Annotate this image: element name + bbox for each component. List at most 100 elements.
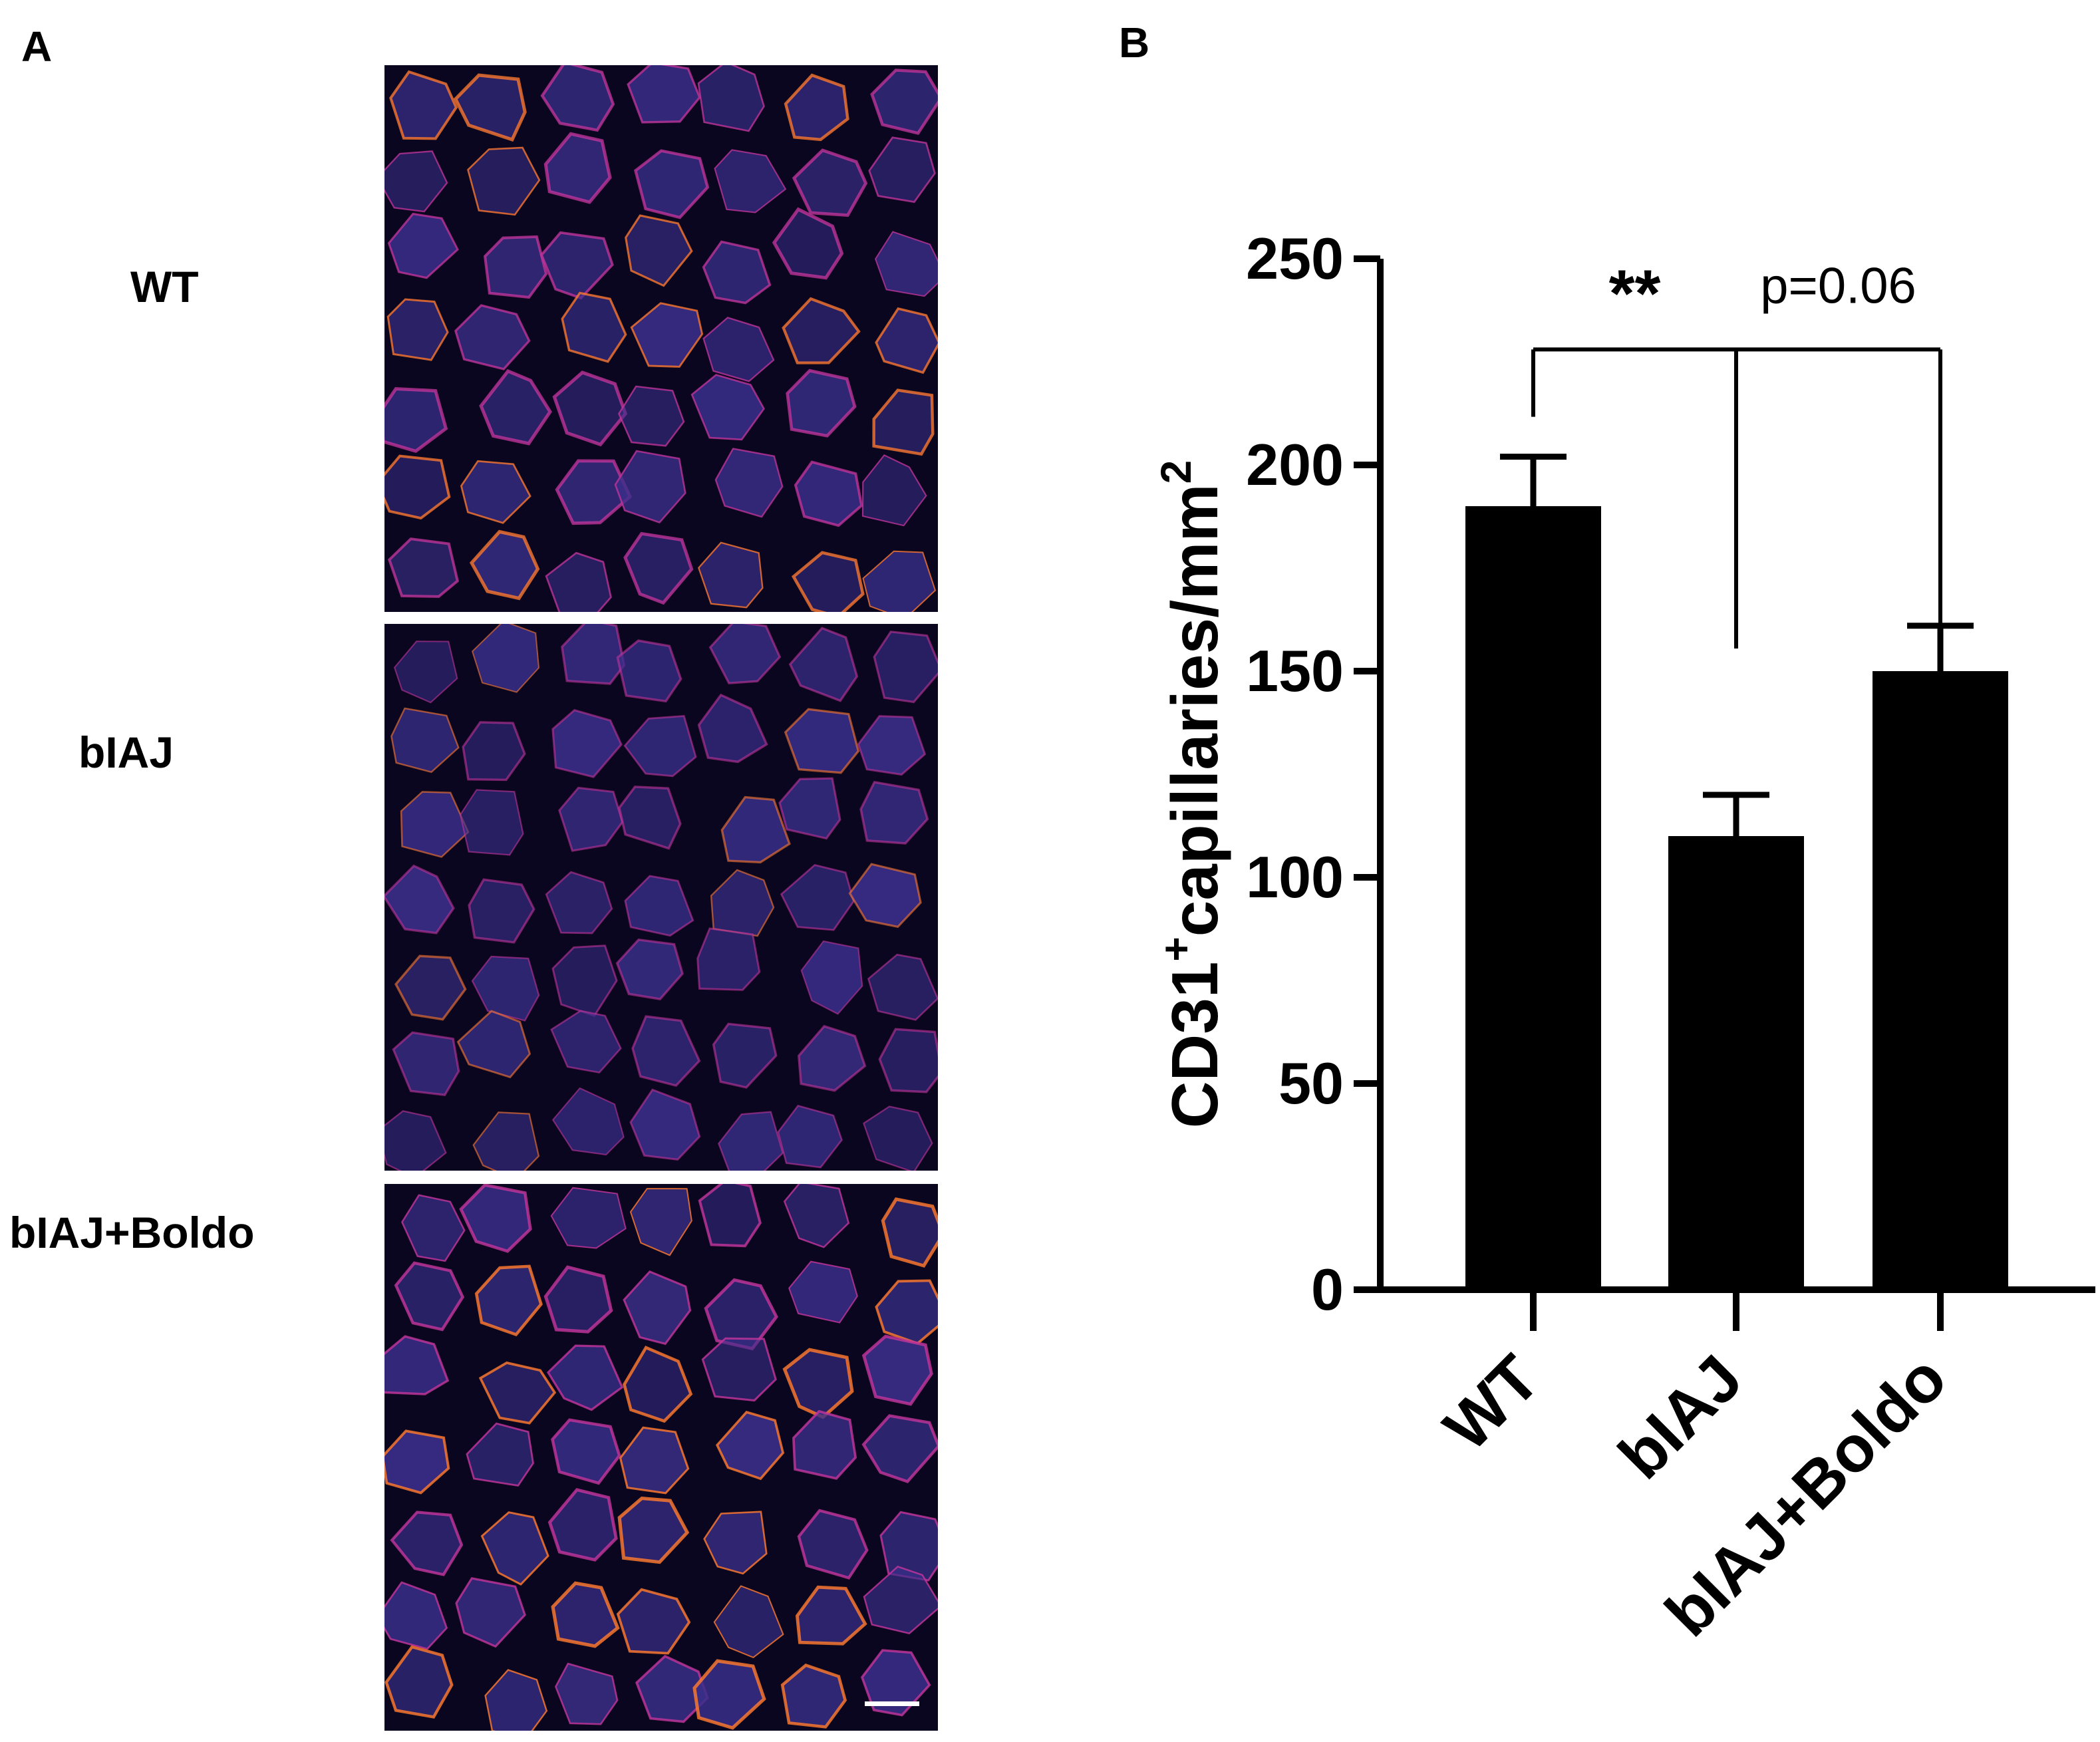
micrograph-image	[384, 624, 938, 1171]
muscle-fiber	[561, 624, 626, 685]
muscle-fiber	[384, 1429, 450, 1495]
muscle-fiber	[878, 1028, 938, 1093]
muscle-fiber	[387, 212, 459, 279]
muscle-fiber	[459, 789, 524, 856]
muscle-fiber	[701, 1337, 777, 1402]
muscle-fiber	[462, 721, 526, 782]
muscle-fiber	[467, 146, 541, 216]
row-label-biaj-boldo: bIAJ+Boldo	[9, 1208, 255, 1257]
muscle-fiber	[714, 149, 787, 214]
muscle-fiber	[863, 1105, 933, 1171]
muscle-fiber	[788, 627, 859, 702]
muscle-fiber	[394, 954, 467, 1021]
micrograph-biaj-boldo	[384, 1184, 938, 1731]
muscle-fiber	[616, 1588, 691, 1655]
muscle-fiber	[384, 386, 448, 453]
muscle-fiber	[543, 132, 612, 204]
muscle-fiber	[453, 73, 527, 142]
muscle-fiber	[792, 148, 868, 218]
muscle-fiber	[633, 149, 710, 219]
x-category-label: bIAJ	[1604, 1341, 1756, 1493]
muscle-fiber	[794, 460, 863, 527]
y-tick-label: 250	[1246, 225, 1344, 291]
muscle-fiber	[715, 1411, 785, 1481]
y-tick-label: 100	[1246, 844, 1344, 910]
muscle-fiber	[861, 1414, 938, 1483]
muscle-fiber	[474, 1264, 543, 1337]
muscle-fiber	[619, 1426, 690, 1495]
muscle-fiber	[392, 1031, 460, 1096]
muscle-fiber	[623, 1346, 693, 1423]
muscle-fiber	[631, 1015, 701, 1087]
muscle-fiber	[546, 1344, 624, 1411]
muscle-fiber	[797, 1024, 867, 1092]
muscle-fiber	[384, 1645, 454, 1719]
muscle-fiber	[551, 708, 623, 778]
muscle-fiber	[384, 1110, 447, 1171]
muscle-fiber	[635, 1654, 709, 1723]
muscle-fiber	[390, 1511, 464, 1576]
muscle-fiber	[786, 368, 857, 438]
muscle-fiber	[792, 1409, 857, 1480]
muscle-fiber	[627, 65, 701, 124]
muscle-fiber	[384, 150, 448, 213]
muscle-fiber	[698, 1184, 762, 1248]
p-value-label: p=0.06	[1760, 257, 1916, 314]
muscle-fiber	[618, 786, 682, 850]
muscle-fiber	[468, 878, 535, 944]
muscle-fiber	[472, 1111, 540, 1171]
muscle-fiber	[795, 1585, 867, 1646]
muscle-fiber	[455, 1577, 526, 1648]
x-category-label: WT	[1429, 1341, 1553, 1465]
muscle-fiber	[540, 65, 615, 132]
muscle-fiber	[713, 1585, 784, 1659]
muscle-fiber	[697, 65, 765, 132]
muscle-fiber	[555, 459, 633, 525]
bar-0	[1465, 506, 1601, 1290]
muscle-fiber	[784, 73, 849, 142]
row-label-wt: WT	[130, 262, 199, 311]
muscle-fiber	[630, 302, 704, 368]
muscle-fiber	[561, 291, 627, 363]
muscle-fiber	[848, 863, 922, 929]
muscle-fiber	[702, 317, 775, 382]
micrograph-image	[384, 65, 938, 612]
y-tick-label: 150	[1246, 638, 1344, 704]
muscle-fiber	[710, 869, 775, 937]
muscle-fiber	[389, 70, 458, 140]
muscle-fiber	[384, 864, 455, 935]
muscle-fiber	[782, 297, 861, 364]
muscle-fiber	[543, 1265, 613, 1334]
muscle-fiber	[384, 1581, 448, 1650]
muscle-fiber	[623, 1270, 692, 1346]
muscle-fiber	[394, 1261, 465, 1332]
muscle-fiber	[784, 708, 860, 774]
muscle-fiber	[617, 385, 685, 447]
muscle-fiber	[870, 69, 938, 135]
muscle-fiber	[459, 1184, 532, 1253]
scale-bar	[865, 1701, 919, 1706]
muscle-fiber	[400, 791, 470, 858]
muscle-fiber	[708, 624, 782, 684]
muscle-fiber	[547, 1488, 618, 1562]
muscle-fiber	[714, 448, 784, 518]
panel-a-label: A	[21, 23, 53, 71]
muscle-fiber	[861, 1334, 933, 1406]
muscle-fiber	[868, 136, 936, 204]
muscle-fiber	[777, 1104, 843, 1169]
muscle-fiber	[797, 1509, 869, 1580]
muscle-fiber	[393, 641, 458, 704]
muscle-fiber	[862, 550, 937, 612]
muscle-fiber	[479, 368, 552, 446]
muscle-fiber	[772, 207, 844, 280]
muscle-fiber	[390, 707, 460, 774]
muscle-fiber	[697, 541, 764, 609]
muscle-fiber	[875, 307, 938, 374]
muscle-fiber	[616, 639, 682, 703]
muscle-fiber	[623, 715, 697, 778]
muscle-fiber	[460, 460, 531, 524]
muscle-fiber	[384, 1335, 450, 1395]
muscle-fiber	[863, 1565, 938, 1635]
muscle-fiber	[873, 631, 938, 704]
muscle-fiber	[454, 304, 531, 370]
